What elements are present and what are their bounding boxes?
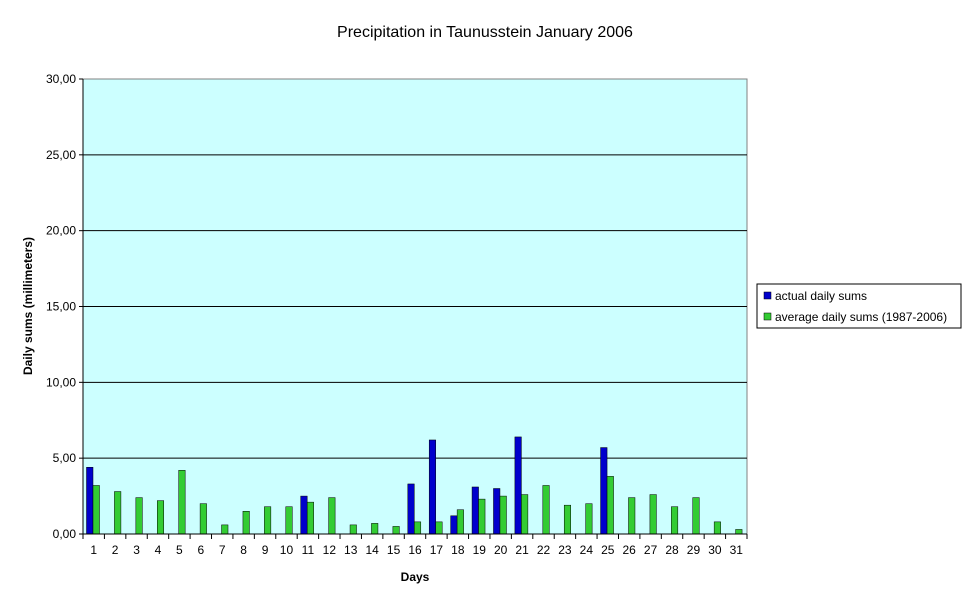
x-tick-label: 15 — [387, 543, 401, 557]
bar-average — [649, 494, 657, 535]
bar-average — [499, 495, 507, 535]
bar-actual — [300, 495, 308, 535]
x-axis-title: Days — [401, 570, 430, 584]
bar-average — [371, 523, 379, 535]
x-tick-label: 12 — [323, 543, 337, 557]
y-tick-label: 25,00 — [46, 148, 76, 162]
y-tick-label: 15,00 — [46, 300, 76, 314]
bar-average — [157, 500, 165, 535]
x-tick-label: 26 — [623, 543, 637, 557]
bar-average — [285, 506, 293, 535]
bar-actual — [428, 439, 436, 535]
x-tick-label: 29 — [687, 543, 701, 557]
x-tick-label: 22 — [537, 543, 551, 557]
y-axis-title: Daily sums (millimeters) — [21, 237, 35, 375]
y-tick-label: 0,00 — [53, 527, 77, 541]
x-tick-label: 11 — [302, 543, 315, 557]
x-tick-label: 28 — [665, 543, 679, 557]
x-tick-label: 31 — [730, 543, 744, 557]
x-tick-label: 20 — [494, 543, 508, 557]
x-tick-label: 23 — [558, 543, 572, 557]
bar-average — [392, 526, 400, 535]
x-tick-label: 7 — [219, 543, 226, 557]
bar-actual — [514, 436, 522, 535]
legend-label-average: average daily sums (1987-2006) — [775, 310, 947, 324]
x-tick-label: 4 — [155, 543, 162, 557]
x-tick-label: 2 — [112, 543, 119, 557]
bar-average — [585, 503, 593, 535]
x-tick-label: 27 — [644, 543, 658, 557]
x-tick-label: 21 — [515, 543, 529, 557]
bar-actual — [86, 467, 94, 535]
legend: actual daily sums average daily sums (19… — [756, 283, 962, 329]
legend-swatch-average — [763, 312, 772, 321]
y-tick-label: 5,00 — [53, 451, 77, 465]
legend-swatch-actual — [763, 291, 772, 300]
bar-actual — [471, 486, 479, 535]
bar-average — [114, 491, 122, 535]
bar-actual — [407, 483, 415, 535]
bar-average — [478, 498, 486, 535]
x-tick-label: 5 — [176, 543, 183, 557]
x-tick-label: 19 — [473, 543, 487, 557]
x-tick-label: 6 — [197, 543, 204, 557]
bar-average — [713, 521, 721, 535]
bar-actual — [450, 515, 458, 535]
x-tick-label: 13 — [344, 543, 358, 557]
bar-actual — [600, 447, 608, 535]
bar-average — [178, 470, 186, 535]
x-tick-label: 1 — [90, 543, 97, 557]
bar-average — [242, 511, 250, 535]
bar-average — [92, 485, 100, 535]
bar-average — [692, 497, 700, 535]
x-tick-label: 24 — [580, 543, 594, 557]
chart-title: Precipitation in Taunusstein January 200… — [337, 24, 633, 41]
x-tick-label: 10 — [280, 543, 294, 557]
bar-average — [264, 506, 272, 535]
bar-average — [521, 494, 529, 535]
x-tick-label: 14 — [365, 543, 379, 557]
x-tick-label: 9 — [262, 543, 269, 557]
x-tick-label: 17 — [430, 543, 444, 557]
bar-average — [414, 521, 422, 535]
bar-average — [349, 524, 357, 535]
bar-average — [328, 497, 336, 535]
bar-average — [628, 497, 636, 535]
x-tick-label: 25 — [601, 543, 615, 557]
bar-average — [221, 524, 229, 535]
x-tick-label: 8 — [240, 543, 247, 557]
bar-average — [735, 529, 743, 535]
x-tick-label: 16 — [408, 543, 422, 557]
bar-average — [135, 497, 143, 535]
bar-average — [306, 501, 314, 535]
legend-label-actual: actual daily sums — [775, 289, 867, 303]
bar-average — [456, 509, 464, 535]
bar-average — [671, 506, 679, 535]
y-tick-label: 10,00 — [46, 375, 76, 389]
bar-average — [435, 521, 443, 535]
bar-average — [199, 503, 207, 535]
x-tick-label: 18 — [451, 543, 465, 557]
bar-average — [606, 476, 614, 535]
y-tick-label: 30,00 — [46, 72, 76, 86]
bar-average — [563, 504, 571, 535]
bar-average — [542, 485, 550, 535]
y-tick-label: 20,00 — [46, 224, 76, 238]
bar-actual — [493, 488, 501, 535]
x-tick-label: 3 — [133, 543, 140, 557]
x-tick-label: 30 — [708, 543, 722, 557]
legend-box — [756, 283, 962, 329]
